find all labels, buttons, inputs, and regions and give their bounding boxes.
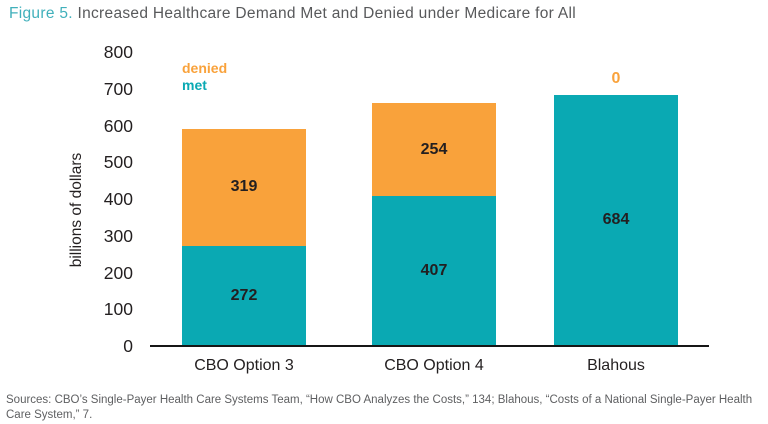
figure-number: Figure 5. <box>9 5 73 22</box>
bar-segment-met <box>182 246 306 346</box>
x-category-label: CBO Option 3 <box>194 357 294 374</box>
sources-note: Sources: CBO’s Single-Payer Health Care … <box>6 394 753 421</box>
y-tick-label: 600 <box>103 115 133 136</box>
y-tick-label: 0 <box>123 336 133 356</box>
bar-segment-denied <box>182 128 306 247</box>
figure-title-text: Increased Healthcare Demand Met and Deni… <box>77 5 577 22</box>
bar-value-label-denied-zero: 0 <box>611 69 621 87</box>
legend-item-denied: denied <box>182 60 228 76</box>
y-tick-label: 200 <box>103 262 133 283</box>
x-category-label: Blahous <box>587 357 645 374</box>
y-tick-label: 100 <box>103 299 133 320</box>
y-tick-label: 700 <box>103 78 133 99</box>
figure-title: Figure 5. Increased Healthcare Demand Me… <box>9 5 576 23</box>
x-axis-line <box>150 345 709 347</box>
bar-value-label-met: 407 <box>420 262 448 280</box>
bar-segment-met <box>554 94 678 346</box>
bar-value-label-denied: 319 <box>230 178 258 196</box>
bar-value-label-met: 272 <box>230 287 258 305</box>
legend-item-met: met <box>182 77 207 93</box>
y-tick-label: 800 <box>103 42 133 62</box>
y-tick-label: 300 <box>103 225 133 246</box>
x-category-label: CBO Option 4 <box>384 357 484 374</box>
chart-legend: denied met <box>182 60 227 94</box>
bar-value-label-met: 684 <box>602 211 630 229</box>
bar-segment-denied <box>372 103 496 197</box>
bar-value-label-denied: 254 <box>420 140 448 158</box>
bar-segment-met <box>372 196 496 346</box>
y-tick-label: 400 <box>103 189 133 209</box>
y-tick-label: 500 <box>103 152 133 173</box>
